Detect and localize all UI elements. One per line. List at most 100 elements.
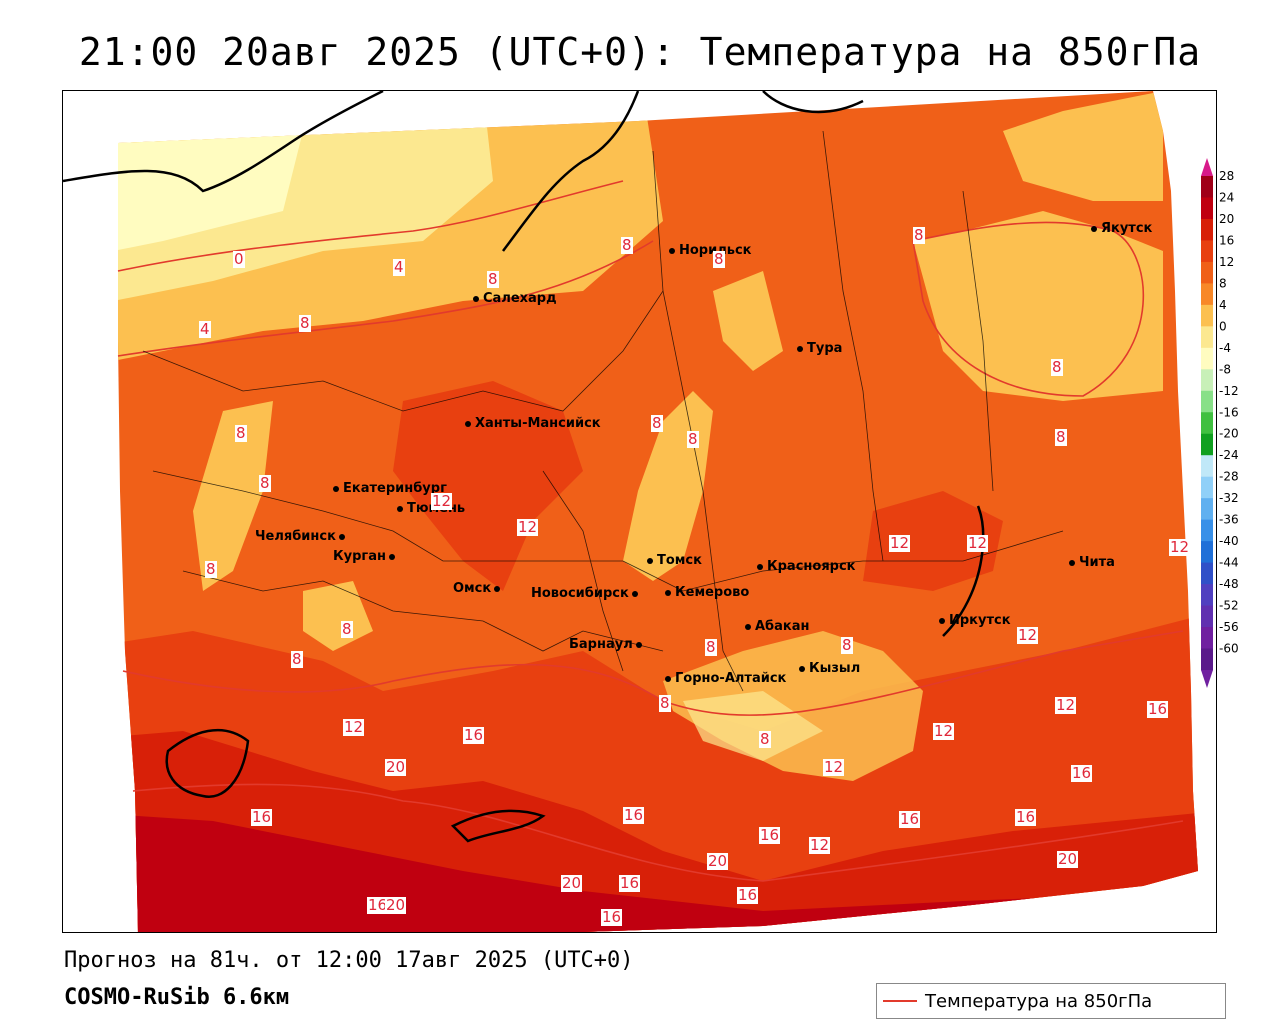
contour-label: 8 (205, 560, 217, 578)
contour-label: 8 (705, 638, 717, 656)
map-title: 21:00 20авг 2025 (UTC+0): Температура на… (78, 30, 1202, 74)
legend-label: Температура на 850гПа (925, 990, 1153, 1012)
contour-label: 4 (199, 320, 211, 338)
contour-label: 16 (759, 826, 781, 844)
contour-label: 8 (759, 730, 771, 748)
contour-label: 8 (651, 414, 663, 432)
contour-label: 12 (967, 534, 989, 552)
city-barnaul: Барнаул (569, 637, 646, 652)
contour-label: 8 (621, 236, 633, 254)
contour-label: 8 (659, 694, 671, 712)
city-norilsk: Норильск (669, 243, 752, 258)
contour-label: 20 (561, 874, 583, 892)
contour-label: 12 (517, 518, 539, 536)
contour-label: 8 (291, 650, 303, 668)
colorbar-tick-label: 20 (1219, 212, 1234, 226)
contour-label: 8 (913, 226, 925, 244)
colorbar-tick-label: 12 (1219, 255, 1234, 269)
city-irkutsk: Иркутск (939, 613, 1011, 628)
contour-label: 16 (1147, 700, 1169, 718)
colorbar-swatch (1201, 304, 1213, 327)
color-scale-bar: 28 24 20 16 12 8 4 0 -4 -8 -12 -16 -20 -24 -28 -32 -36 -4… (1201, 158, 1239, 688)
city-tura: Тура (797, 341, 842, 356)
city-yakutsk: Якутск (1091, 221, 1152, 236)
colorbar-swatch (1201, 218, 1213, 241)
contour-label: 12 (823, 758, 845, 776)
contour-label: 16 (367, 896, 389, 914)
contour-label: 20 (1057, 850, 1079, 868)
legend-line-swatch (883, 1000, 917, 1002)
contour-label: 16 (1071, 764, 1093, 782)
contour-label: 16 (601, 908, 623, 926)
temperature-map: Норильск Якутск Салехард Тура Ханты-Манс… (62, 90, 1217, 933)
city-novosibirsk: Новосибирск (531, 586, 642, 601)
colorbar-swatch (1201, 412, 1213, 435)
colorbar-tick-label: -28 (1219, 470, 1239, 484)
colorbar-tick-label: -44 (1219, 556, 1239, 570)
colorbar-swatch (1201, 283, 1213, 306)
contour-label: 16 (619, 874, 641, 892)
contour-label: 4 (393, 258, 405, 276)
contour-label: 16 (899, 810, 921, 828)
colorbar-swatch (1201, 347, 1213, 370)
city-kurgan: Курган (333, 549, 399, 564)
colorbar-tick-label: -8 (1219, 362, 1231, 376)
colorbar-swatch (1201, 369, 1213, 392)
city-chelyabinsk: Челябинск (255, 529, 349, 544)
colorbar-swatch (1201, 433, 1213, 456)
forecast-info: Прогноз на 81ч. от 12:00 17авг 2025 (UTC… (64, 948, 634, 973)
contour-label: 8 (841, 636, 853, 654)
colorbar-tick-label: -52 (1219, 599, 1239, 613)
colorbar-swatch (1201, 498, 1213, 521)
colorbar-swatch (1201, 627, 1213, 650)
colorbar-top-arrow (1201, 158, 1213, 176)
city-abakan: Абакан (745, 619, 810, 634)
colorbar-tick-label: -48 (1219, 577, 1239, 591)
colorbar-tick-label: 16 (1219, 233, 1234, 247)
colorbar-swatch (1201, 605, 1213, 628)
isotherms (117, 180, 1184, 882)
colorbar-swatch (1201, 197, 1213, 220)
colorbar-tick-label: -12 (1219, 384, 1239, 398)
colorbar-swatch (1201, 261, 1213, 284)
contour-label: 12 (889, 534, 911, 552)
colorbar-tick-label: -4 (1219, 341, 1231, 355)
model-name: COSMO-RuSib 6.6км (64, 985, 290, 1010)
admin-borders (142, 130, 1064, 692)
colorbar-swatch (1201, 519, 1213, 542)
city-chita: Чита (1069, 555, 1115, 570)
city-yekaterinburg: Екатеринбург (333, 481, 447, 496)
colorbar-tick-label: -16 (1219, 405, 1239, 419)
city-salekhard: Салехард (473, 291, 557, 306)
contour-label: 12 (809, 836, 831, 854)
colorbar-swatch (1201, 176, 1213, 198)
contour-label: 12 (1055, 696, 1077, 714)
contour-label: 12 (933, 722, 955, 740)
colorbar-swatch (1201, 390, 1213, 413)
contour-label: 16 (623, 806, 645, 824)
city-krasnoyarsk: Красноярск (757, 559, 856, 574)
coastlines (63, 91, 985, 843)
city-omsk: Омск (453, 581, 504, 596)
colorbar-tick-label: 4 (1219, 298, 1227, 312)
city-kyzyl: Кызыл (799, 661, 860, 676)
contour-label: 8 (1051, 358, 1063, 376)
colorbar-swatch (1201, 584, 1213, 607)
colorbar-tick-label: -56 (1219, 620, 1239, 634)
colorbar-tick-label: -32 (1219, 491, 1239, 505)
colorbar-tick-label: 28 (1219, 169, 1234, 183)
contour-label: 12 (1017, 626, 1039, 644)
colorbar-bottom-arrow (1201, 670, 1213, 688)
contour-label: 16 (737, 886, 759, 904)
contour-label: 20 (385, 758, 407, 776)
colorbar-tick-label: 0 (1219, 319, 1227, 333)
colorbar-swatch (1201, 455, 1213, 478)
contour-label: 8 (687, 430, 699, 448)
legend-box: Температура на 850гПа (876, 983, 1226, 1019)
contour-label: 12 (431, 492, 453, 510)
contour-label: 16 (251, 808, 273, 826)
colorbar-swatch (1201, 648, 1213, 671)
contour-label: 12 (343, 718, 365, 736)
colorbar-tick-label: 8 (1219, 276, 1227, 290)
contour-label: 8 (1055, 428, 1067, 446)
